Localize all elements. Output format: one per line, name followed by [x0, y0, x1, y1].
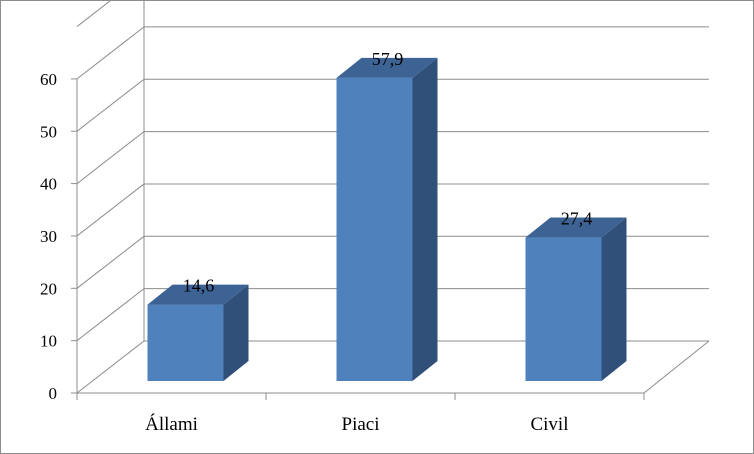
bars — [147, 57, 627, 382]
gridline-diagonal — [76, 235, 145, 289]
bar-side — [601, 217, 627, 381]
y-tick-label: 50 — [40, 122, 57, 141]
bar — [147, 304, 224, 381]
data-label: 57,9 — [372, 49, 404, 69]
gridline-diagonal — [76, 288, 145, 342]
gridline-diagonal — [76, 1, 111, 27]
axes — [71, 78, 645, 400]
labels: 0 10 20 30 40 50 60 14,6 Állami 57,9 Piaci 27,4 Civi… — [40, 49, 592, 435]
gridline-diagonal — [76, 183, 145, 237]
bar — [336, 77, 413, 382]
y-tick-label: 20 — [40, 279, 57, 298]
bar — [525, 237, 602, 381]
gridline-diagonal — [76, 131, 145, 184]
x-tick-label: Piaci — [342, 414, 380, 435]
data-label: 27,4 — [561, 209, 593, 229]
gridline-diagonal — [76, 340, 145, 394]
bar-side — [223, 284, 249, 381]
y-tick-label: 30 — [40, 227, 57, 246]
x-tick-label: Állami — [145, 413, 198, 435]
bar-top — [147, 284, 249, 305]
gridline-diagonal — [76, 78, 145, 132]
gridline-diagonal — [76, 26, 145, 80]
x-tick-label: Civil — [530, 414, 568, 435]
y-tick-label: 0 — [49, 384, 58, 403]
y-tick-label: 60 — [40, 70, 57, 89]
bar-top — [336, 57, 438, 78]
y-tick-label: 40 — [40, 175, 57, 194]
floor-edge — [643, 340, 710, 394]
data-label: 14,6 — [183, 276, 215, 296]
bar-top — [525, 217, 627, 238]
bar-side — [412, 57, 438, 382]
y-tick-label: 10 — [40, 332, 57, 351]
